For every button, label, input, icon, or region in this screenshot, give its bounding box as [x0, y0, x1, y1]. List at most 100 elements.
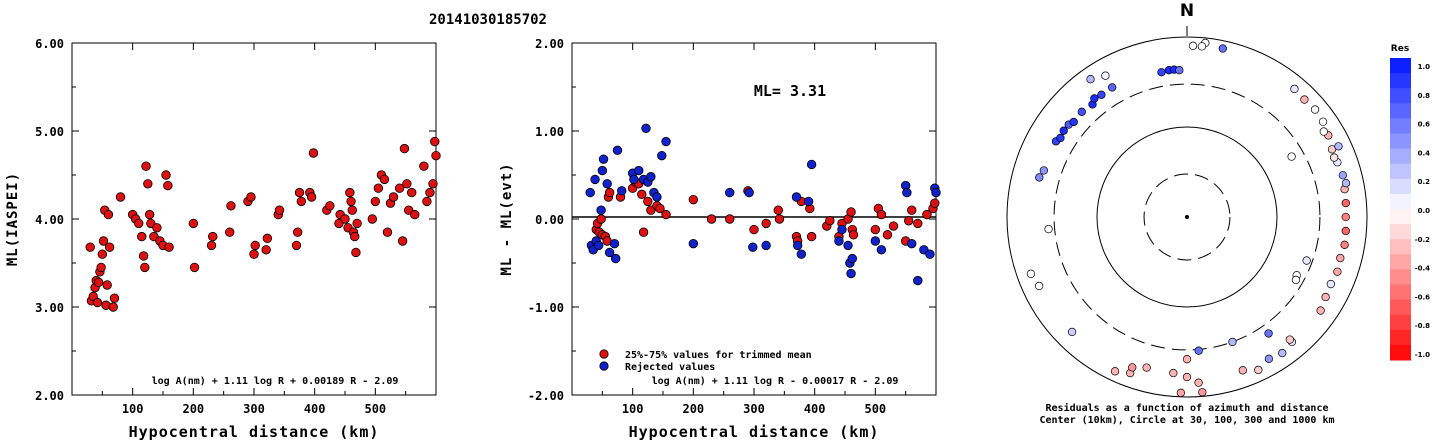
- trimmed-mean-point: [706, 214, 717, 224]
- colorbar-tick-label: -0.8: [1415, 322, 1430, 330]
- station-magnitude-point: [347, 205, 357, 215]
- residual-chart-points: [585, 123, 941, 286]
- station-magnitude-point: [373, 183, 384, 193]
- station-magnitude-point: [141, 161, 151, 171]
- station-magnitude-point: [306, 192, 317, 202]
- trimmed-mean-point: [907, 205, 917, 215]
- station-magnitude-point: [102, 280, 112, 290]
- polar-station-point: [1128, 363, 1137, 372]
- colorbar-band: [1390, 329, 1411, 346]
- colorbar-title: Res: [1391, 44, 1409, 54]
- station-magnitude-point: [345, 187, 355, 198]
- trimmed-mean-point: [904, 216, 914, 226]
- polar-station-point: [1067, 327, 1077, 337]
- station-magnitude-point: [274, 205, 285, 215]
- trimmed-mean-point: [604, 187, 615, 198]
- station-magnitude-point: [226, 201, 236, 211]
- colorbar-band: [1390, 193, 1411, 210]
- station-magnitude-point: [428, 179, 438, 189]
- legend-marker-rejected: [599, 361, 609, 371]
- rejected-point: [791, 192, 802, 202]
- station-magnitude-point: [350, 231, 360, 242]
- rejected-point: [634, 165, 644, 176]
- polar-station-point: [1182, 355, 1192, 364]
- polar-station-point: [1101, 71, 1110, 80]
- colorbar-band: [1390, 103, 1411, 119]
- station-magnitude-point: [225, 227, 235, 237]
- polar-station-point: [1285, 335, 1295, 344]
- residual-chart-xlabel: Hypocentral distance (km): [629, 423, 880, 441]
- magnitude-chart-frame: [71, 42, 437, 396]
- polar-rings: [1006, 36, 1368, 398]
- station-magnitude-point: [261, 245, 271, 255]
- trimmed-mean-point: [930, 198, 940, 208]
- residual-chart-xtick-label: 100: [622, 402, 644, 416]
- magnitude-chart: 100 200 300 400 500 2.00 3.00 4.00 5.00 6.00 ML(I…: [5, 37, 441, 441]
- rejected-point: [837, 224, 847, 235]
- residual-chart-ytick-label: 2.00: [535, 37, 564, 51]
- trimmed-mean-point: [774, 214, 785, 224]
- polar-station-point: [1056, 133, 1065, 143]
- station-magnitude-point: [163, 180, 173, 191]
- colorbar-bands: [1390, 58, 1411, 361]
- polar-station-point: [1218, 44, 1227, 53]
- rejected-point: [876, 245, 887, 255]
- magnitude-chart-ytick-label: 4.00: [35, 213, 64, 227]
- rejected-point: [870, 236, 881, 246]
- trimmed-mean-point: [876, 209, 887, 220]
- colorbar-band: [1390, 118, 1411, 134]
- station-magnitude-point: [109, 293, 120, 303]
- colorbar-band: [1390, 299, 1411, 316]
- colorbar-band: [1390, 269, 1411, 285]
- ring-1000km: [1006, 36, 1368, 398]
- colorbar-tick-label: 0.6: [1418, 121, 1431, 129]
- rejected-point: [846, 268, 856, 279]
- residual-chart-ticks: 100 200 300 400 500 -2.00 -1.00 0.00 1.00 2.00: [528, 37, 936, 416]
- legend-label-trimmed: 25%-75% values for trimmed mean: [625, 349, 812, 361]
- polar-station-point: [1097, 90, 1106, 99]
- station-magnitude-point: [115, 192, 126, 202]
- magnitude-chart-xtick-label: 100: [122, 402, 144, 416]
- station-magnitude-point: [294, 187, 305, 198]
- residual-chart: 100 200 300 400 500 -2.00 -1.00 0.00 1.00 2.00 ML…: [499, 37, 941, 441]
- polar-station-point: [1035, 173, 1044, 182]
- station-magnitude-point: [419, 161, 429, 171]
- magnitude-chart-xtick-label: 500: [364, 402, 386, 416]
- station-magnitude-point: [138, 251, 149, 261]
- polar-station-point: [1318, 117, 1328, 126]
- polar-station-point: [1340, 240, 1349, 249]
- polar-station-point: [1278, 348, 1287, 358]
- polar-station-point: [1090, 94, 1099, 103]
- polar-station-point: [1238, 366, 1247, 375]
- colorbar-tick-label: -0.6: [1415, 293, 1430, 301]
- rejected-point: [617, 186, 627, 196]
- polar-station-point: [1039, 166, 1049, 175]
- trimmed-mean-point: [655, 203, 665, 214]
- station-magnitude-point: [208, 231, 218, 242]
- magnitude-chart-ytick-label: 5.00: [35, 125, 64, 139]
- station-magnitude-point: [97, 249, 108, 259]
- rejected-point: [725, 187, 735, 198]
- polar-station-point: [1290, 84, 1299, 94]
- ring-300km: [1053, 83, 1321, 351]
- rejected-point: [641, 123, 651, 134]
- station-magnitude-point: [92, 297, 103, 308]
- trimmed-mean-point: [643, 196, 653, 207]
- rejected-point: [585, 187, 595, 198]
- trimmed-mean-point: [661, 209, 671, 220]
- rejected-point: [847, 253, 857, 264]
- rejected-point: [803, 196, 814, 207]
- colorbar-band: [1390, 163, 1411, 180]
- trimmed-mean-point: [846, 207, 856, 217]
- rejected-point: [744, 187, 754, 198]
- polar-station-point: [1182, 372, 1192, 382]
- figure-title: 20141030185702: [429, 12, 547, 28]
- rejected-point: [598, 154, 609, 164]
- colorbar-band: [1390, 344, 1411, 361]
- station-magnitude-point: [388, 192, 399, 202]
- polar-station-point: [1157, 68, 1166, 77]
- polar-station-point: [1341, 179, 1351, 188]
- station-magnitude-point: [425, 187, 435, 198]
- station-magnitude-point: [394, 183, 405, 193]
- rejected-point: [902, 187, 912, 198]
